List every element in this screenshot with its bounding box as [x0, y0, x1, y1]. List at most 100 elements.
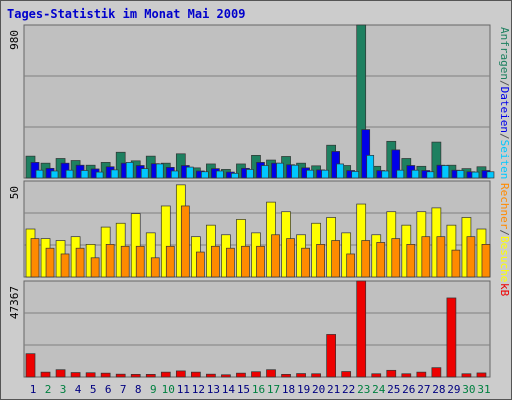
bar-rechner-day-23 [361, 240, 371, 278]
bar-seiten-day-20 [321, 169, 329, 179]
x-tick-label-day-3: 3 [60, 383, 67, 396]
x-tick-label-day-2: 2 [45, 383, 52, 396]
bar-seiten-day-4 [80, 170, 89, 179]
bar-kb-day-23 [356, 280, 367, 378]
bar-seiten-day-24 [381, 170, 390, 179]
bar-seiten-day-15 [246, 169, 254, 179]
bar-kb-day-30 [461, 373, 472, 378]
bar-kb-day-12 [191, 371, 201, 378]
x-tick-label-day-26: 26 [402, 383, 415, 396]
x-tick-label-day-27: 27 [417, 383, 430, 396]
bar-seiten-day-3 [65, 169, 74, 179]
bar-kb-day-28 [431, 367, 442, 378]
x-tick-label-day-30: 30 [462, 383, 475, 396]
bar-seiten-day-22 [351, 171, 360, 179]
bar-rechner-day-18 [286, 238, 295, 278]
bar-rechner-day-8 [135, 245, 145, 278]
bar-seiten-day-9 [155, 163, 164, 179]
bar-anfragen-day-28 [431, 141, 442, 179]
bar-kb-day-31 [476, 372, 487, 378]
bar-rechner-day-17 [271, 234, 280, 278]
bar-dateien-day-23 [361, 129, 371, 179]
y-max-label: 50 [8, 186, 21, 199]
x-tick-label-day-24: 24 [372, 383, 386, 396]
bar-kb-day-26 [401, 373, 412, 378]
bar-rechner-day-31 [481, 244, 491, 278]
x-tick-label-day-16: 16 [252, 383, 265, 396]
x-tick-label-day-19: 19 [297, 383, 310, 396]
bar-rechner-day-10 [165, 245, 175, 278]
bar-kb-day-20 [311, 373, 321, 378]
bar-rechner-day-24 [376, 242, 386, 278]
bar-rechner-day-22 [346, 253, 356, 278]
bar-rechner-day-27 [421, 236, 431, 278]
bar-seiten-day-12 [201, 171, 209, 179]
bar-kb-day-1 [25, 353, 36, 378]
x-tick-label-day-4: 4 [75, 383, 82, 396]
x-tick-label-day-6: 6 [105, 383, 112, 396]
bar-kb-day-16 [251, 371, 261, 378]
x-tick-label-day-14: 14 [222, 383, 236, 396]
bar-seiten-day-19 [306, 169, 314, 179]
bar-rechner-day-9 [150, 257, 160, 278]
bar-kb-day-15 [236, 372, 246, 378]
bar-seiten-day-18 [291, 164, 299, 179]
legend-entry: Dateien [498, 87, 511, 133]
bar-seiten-day-13 [216, 170, 224, 179]
x-tick-label-day-13: 13 [207, 383, 220, 396]
x-tick-label-day-10: 10 [162, 383, 175, 396]
x-tick-label-day-21: 21 [327, 383, 340, 396]
bar-seiten-day-29 [456, 170, 465, 179]
bar-kb-day-10 [160, 371, 171, 378]
x-tick-label-day-9: 9 [150, 383, 157, 396]
legend-entry: Besuche [498, 236, 511, 282]
bar-anfragen-day-23 [356, 24, 367, 179]
bar-kb-day-8 [130, 374, 141, 378]
bar-rechner-day-25 [391, 238, 401, 278]
bar-seiten-day-26 [411, 169, 420, 179]
x-tick-label-day-11: 11 [177, 383, 190, 396]
x-tick-label-day-22: 22 [342, 383, 355, 396]
legend-entry: Anfragen [498, 27, 511, 80]
bar-kb-day-21 [326, 334, 336, 378]
bar-rechner-day-12 [196, 251, 205, 278]
x-tick-label-day-28: 28 [432, 383, 445, 396]
bar-kb-day-22 [341, 371, 352, 378]
bar-rechner-day-1 [30, 238, 40, 278]
bar-seiten-day-6 [110, 169, 119, 179]
bar-kb-day-2 [40, 371, 51, 378]
x-tick-label-day-17: 17 [267, 383, 280, 396]
legend-entry: Rechner [498, 183, 511, 230]
bar-seiten-day-31 [486, 171, 495, 179]
bar-rechner-day-14 [226, 247, 235, 278]
x-tick-label-day-31: 31 [477, 383, 490, 396]
bar-kb-day-4 [70, 372, 81, 378]
bar-seiten-day-17 [276, 162, 284, 179]
bar-kb-day-14 [221, 374, 231, 378]
bar-seiten-day-1 [35, 169, 44, 179]
legend: kB [498, 283, 511, 297]
legend-entry: kB [498, 283, 511, 297]
bar-seiten-day-14 [231, 172, 239, 179]
x-tick-label-day-18: 18 [282, 383, 295, 396]
bar-seiten-day-10 [170, 170, 179, 179]
bar-rechner-day-20 [316, 244, 325, 278]
x-tick-label-day-12: 12 [192, 383, 205, 396]
legend-entry: / [498, 133, 511, 140]
plot-area [23, 280, 491, 378]
bar-rechner-day-2 [45, 247, 55, 278]
bar-seiten-day-16 [261, 165, 269, 179]
bar-seiten-day-8 [140, 168, 149, 179]
bar-rechner-day-19 [301, 247, 310, 278]
bar-seiten-day-11 [185, 166, 194, 179]
bar-rechner-day-4 [75, 247, 85, 278]
legend-entry: / [498, 229, 511, 236]
bar-rechner-day-13 [211, 245, 220, 278]
bar-seiten-day-23 [366, 155, 375, 179]
bar-seiten-day-5 [95, 171, 104, 179]
bar-seiten-day-2 [50, 170, 59, 179]
x-tick-label-day-29: 29 [447, 383, 460, 396]
chart-title: Tages-Statistik im Monat Mai 2009 [7, 7, 246, 21]
bar-besuche-day-9 [145, 232, 156, 278]
